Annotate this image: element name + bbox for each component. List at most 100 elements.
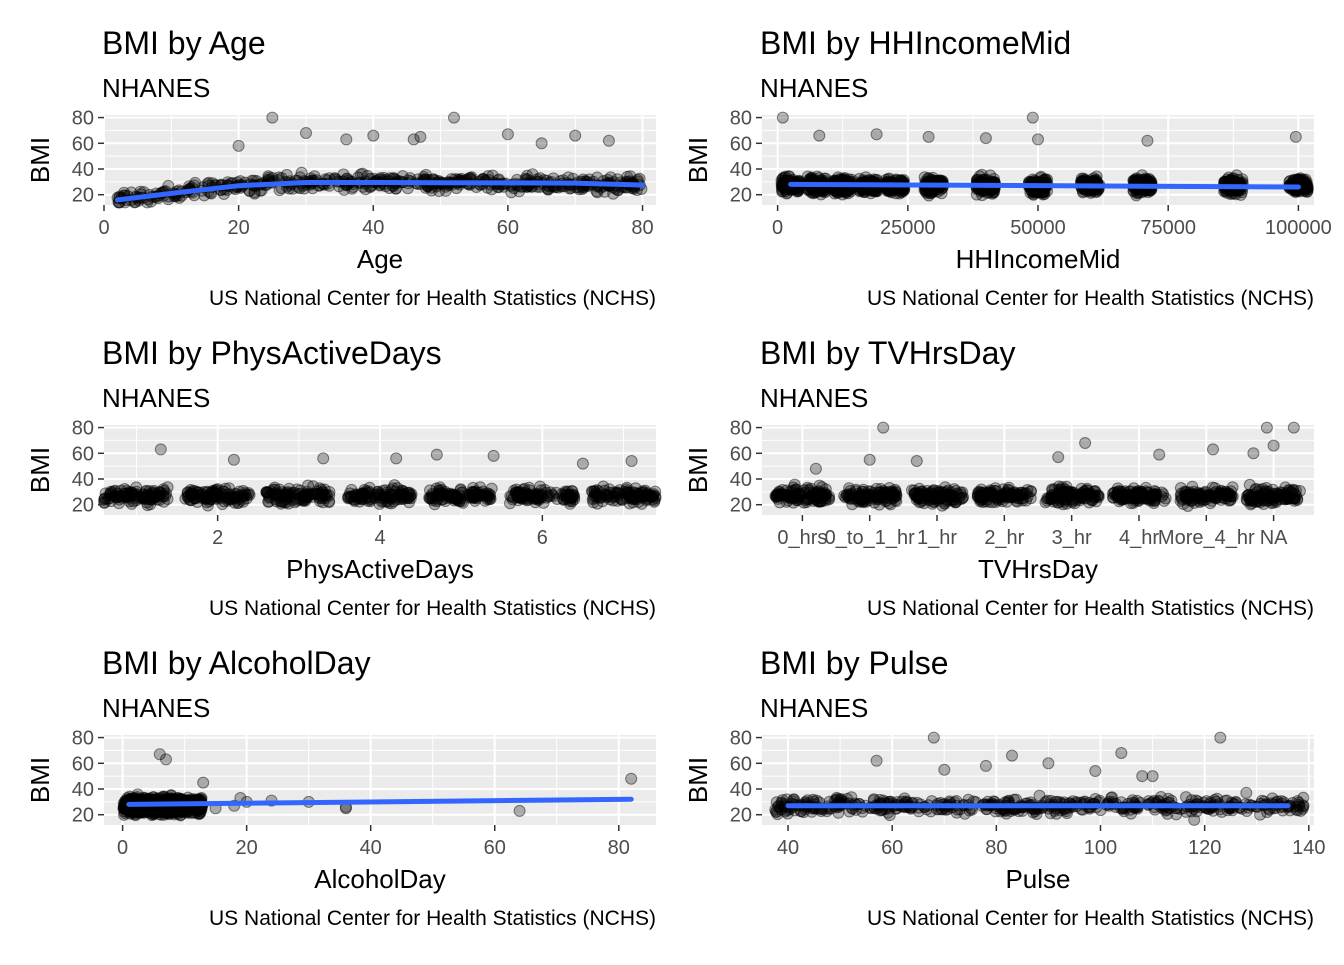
y-tick-label: 60 bbox=[72, 753, 94, 775]
x-tick-label: 4 bbox=[374, 527, 385, 549]
data-point bbox=[281, 489, 292, 500]
x-tick-label: 0 bbox=[772, 217, 783, 239]
data-point bbox=[552, 494, 563, 505]
data-point bbox=[408, 134, 419, 145]
y-tick-label: 80 bbox=[730, 418, 752, 440]
data-point bbox=[1257, 493, 1268, 504]
y-tick-label: 20 bbox=[72, 185, 94, 207]
data-point bbox=[539, 484, 550, 495]
data-point bbox=[1013, 490, 1024, 501]
data-point bbox=[449, 112, 460, 123]
y-axis-title: BMI bbox=[683, 447, 713, 493]
data-point bbox=[843, 491, 854, 502]
data-point bbox=[650, 493, 661, 504]
data-point bbox=[1244, 479, 1255, 490]
y-tick-label: 60 bbox=[730, 443, 752, 465]
data-point bbox=[429, 499, 440, 510]
y-tick-label: 40 bbox=[72, 159, 94, 181]
panel-4: BMI by TVHrsDayNHANES204060800_hrs0_to_1… bbox=[683, 335, 1314, 620]
data-point bbox=[163, 180, 174, 191]
x-tick-label: 4_hr bbox=[1119, 527, 1159, 549]
chart-caption: US National Center for Health Statistics… bbox=[209, 907, 656, 930]
data-point bbox=[1003, 492, 1014, 503]
data-point bbox=[884, 486, 895, 497]
data-point bbox=[357, 492, 368, 503]
chart-subtitle: NHANES bbox=[760, 73, 868, 103]
chart-caption: US National Center for Health Statistics… bbox=[867, 287, 1314, 310]
data-point bbox=[792, 495, 803, 506]
chart-title: BMI by AlcoholDay bbox=[102, 645, 371, 681]
data-point bbox=[198, 777, 209, 788]
data-point bbox=[233, 140, 244, 151]
x-tick-label: 20 bbox=[228, 217, 250, 239]
chart-caption: US National Center for Health Statistics… bbox=[209, 287, 656, 310]
data-point bbox=[1141, 486, 1152, 497]
data-point bbox=[270, 489, 281, 500]
y-tick-label: 80 bbox=[72, 108, 94, 130]
data-point bbox=[185, 495, 196, 506]
data-point bbox=[878, 422, 889, 433]
data-point bbox=[1093, 490, 1104, 501]
data-point bbox=[155, 444, 166, 455]
x-tick-label: 0 bbox=[98, 217, 109, 239]
data-point bbox=[1053, 452, 1064, 463]
data-point bbox=[154, 749, 165, 760]
data-point bbox=[1033, 134, 1044, 145]
y-tick-label: 80 bbox=[730, 108, 752, 130]
x-axis-title: PhysActiveDays bbox=[286, 554, 474, 584]
data-point bbox=[1066, 487, 1077, 498]
chart-subtitle: NHANES bbox=[760, 693, 868, 723]
y-tick-label: 60 bbox=[72, 133, 94, 155]
data-point bbox=[626, 456, 637, 467]
data-point bbox=[588, 493, 599, 504]
x-axis-title: AlcoholDay bbox=[314, 864, 446, 894]
data-point bbox=[158, 496, 169, 507]
data-point bbox=[577, 458, 588, 469]
data-point bbox=[341, 134, 352, 145]
x-tick-label: 0_hrs bbox=[777, 527, 827, 549]
y-tick-label: 80 bbox=[72, 418, 94, 440]
y-tick-label: 40 bbox=[730, 469, 752, 491]
chart-caption: US National Center for Health Statistics… bbox=[209, 597, 656, 620]
data-point bbox=[612, 491, 623, 502]
x-tick-label: NA bbox=[1260, 527, 1288, 549]
x-axis-title: TVHrsDay bbox=[978, 554, 1098, 584]
chart-title: BMI by TVHrsDay bbox=[760, 335, 1015, 371]
data-point bbox=[368, 130, 379, 141]
data-point bbox=[1080, 438, 1091, 449]
data-point bbox=[343, 493, 354, 504]
x-tick-label: 100000 bbox=[1265, 217, 1332, 239]
chart-subtitle: NHANES bbox=[102, 693, 210, 723]
data-point bbox=[933, 493, 944, 504]
data-point bbox=[980, 133, 991, 144]
data-point bbox=[316, 491, 327, 502]
data-point bbox=[1282, 490, 1293, 501]
data-point bbox=[948, 495, 959, 506]
x-tick-label: 2 bbox=[212, 527, 223, 549]
data-point bbox=[1302, 186, 1313, 197]
data-point bbox=[1268, 440, 1279, 451]
data-point bbox=[474, 487, 485, 498]
data-point bbox=[431, 449, 442, 460]
data-point bbox=[1049, 493, 1060, 504]
chart-subtitle: NHANES bbox=[102, 73, 210, 103]
chart-title: BMI by Age bbox=[102, 25, 266, 61]
data-point bbox=[147, 492, 158, 503]
x-tick-label: 75000 bbox=[1140, 217, 1196, 239]
data-point bbox=[871, 129, 882, 140]
data-point bbox=[861, 489, 872, 500]
x-tick-label: 25000 bbox=[880, 217, 936, 239]
x-tick-label: 0_to_1_hr bbox=[825, 527, 915, 549]
y-tick-label: 40 bbox=[72, 469, 94, 491]
y-tick-label: 60 bbox=[730, 133, 752, 155]
x-tick-label: 60 bbox=[497, 217, 519, 239]
chart-subtitle: NHANES bbox=[102, 383, 210, 413]
y-tick-label: 40 bbox=[730, 159, 752, 181]
data-point bbox=[105, 488, 116, 499]
data-point bbox=[267, 112, 278, 123]
data-point bbox=[1290, 131, 1301, 142]
data-point bbox=[570, 130, 581, 141]
